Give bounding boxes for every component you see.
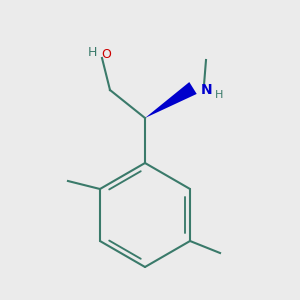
Text: N: N (201, 83, 213, 97)
Text: O: O (101, 47, 111, 61)
Polygon shape (145, 82, 197, 118)
Text: H: H (215, 90, 224, 100)
Text: H: H (87, 46, 97, 59)
